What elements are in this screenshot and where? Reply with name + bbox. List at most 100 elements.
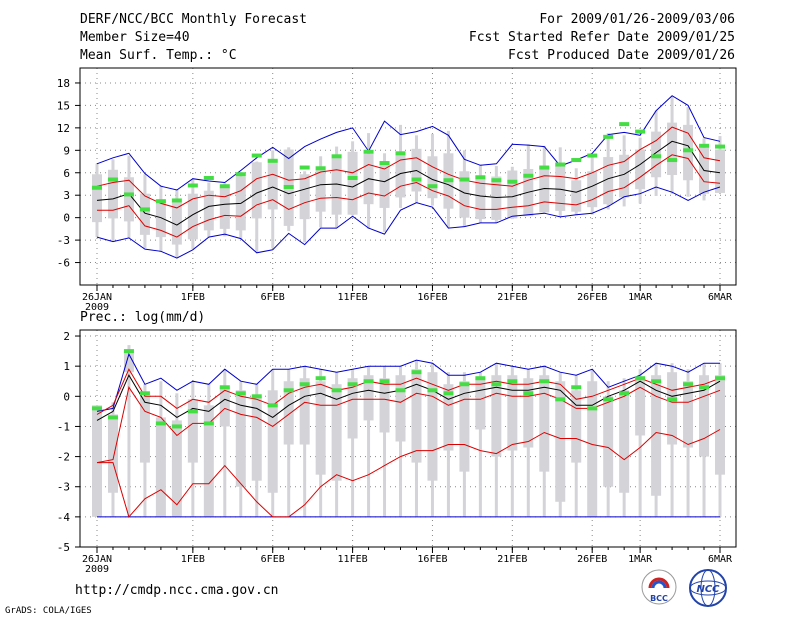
prec-plot-frame [79, 329, 737, 548]
prec-box [651, 375, 662, 496]
prec-whisker [223, 369, 227, 517]
temp-box [219, 187, 230, 229]
temp-y-tick-label: -3 [57, 234, 70, 247]
temp-median-mark [155, 199, 166, 204]
prec-x-tick-label: 1MAR [628, 554, 653, 565]
prec-box [299, 378, 310, 445]
temp-median-mark [523, 173, 534, 178]
temp-median-mark [459, 177, 470, 182]
prec-median-mark [347, 382, 358, 387]
temp-x-tick-year: 2009 [85, 302, 109, 313]
prec-median-mark [491, 382, 502, 387]
prec-median-mark [171, 424, 182, 429]
prec-y-tick-label: 2 [63, 330, 70, 343]
temp-median-mark [411, 177, 422, 182]
temp-median-mark [603, 134, 614, 139]
temp-median-mark [395, 151, 406, 156]
temp-median-mark [92, 185, 102, 190]
temp-box [539, 166, 550, 213]
prec-median-mark [155, 421, 166, 426]
prec-y-tick-label: -5 [57, 541, 70, 554]
temp-median-mark [203, 175, 214, 180]
prec-box [411, 369, 422, 463]
temp-median-mark [235, 172, 246, 177]
prec-median-mark [603, 397, 614, 402]
prec-median-mark [379, 379, 390, 384]
prec-box [139, 396, 150, 463]
prec-box [395, 375, 406, 442]
prec-box [347, 378, 358, 439]
temp-box [475, 175, 486, 220]
temp-median-mark [123, 192, 134, 197]
prec-median-mark [683, 382, 694, 387]
temp-box [331, 157, 342, 215]
bcc-logo-text: BCC [650, 594, 668, 603]
prec-median-mark [523, 391, 534, 396]
prec-median-mark [571, 385, 582, 390]
temp-median-mark [251, 153, 262, 158]
temp-median-mark [331, 154, 342, 159]
temp-x-tick-label: 6FEB [261, 292, 285, 303]
variable-label: Mean Surf. Temp.: °C [80, 48, 237, 63]
prec-box [699, 375, 710, 457]
temp-median-mark [187, 183, 198, 188]
prec-median-mark [427, 388, 438, 393]
prec-whisker [383, 366, 387, 517]
prec-x-tick-label: 21FEB [497, 554, 527, 565]
temp-box [427, 156, 438, 199]
prec-x-tick-label: 26JAN [82, 554, 112, 565]
prec-median-mark [555, 397, 566, 402]
temp-y-tick-label: 18 [57, 77, 70, 90]
prec-x-tick-label: 11FEB [338, 554, 368, 565]
temp-box [395, 153, 406, 198]
prec-x-tick-label: 16FEB [417, 554, 447, 565]
temp-x-tick-label: 21FEB [497, 292, 527, 303]
bcc-logo-icon: BCC [640, 568, 678, 606]
prec-box [635, 378, 646, 436]
temp-box [267, 160, 278, 210]
prec-box [539, 375, 550, 472]
temp-median-mark [539, 165, 550, 170]
temp-median-mark [315, 166, 326, 171]
temp-x-tick-label: 6MAR [708, 292, 733, 303]
prec-box [123, 351, 134, 373]
temp-median-mark [283, 184, 294, 189]
prec-median-mark [315, 376, 326, 381]
prec-y-tick-label: -1 [57, 420, 70, 433]
temp-box [603, 157, 614, 205]
temp-y-tick-label: -6 [57, 257, 70, 270]
temp-box [347, 151, 358, 215]
prec-median-mark [635, 376, 646, 381]
temp-box [619, 154, 630, 198]
prec-median-mark [619, 391, 630, 396]
prec-median-mark [667, 397, 678, 402]
prec-box [219, 387, 230, 427]
temp-box [555, 166, 566, 211]
temp-box [683, 124, 694, 181]
temp-median-mark [107, 177, 118, 182]
temp-box [171, 201, 182, 245]
temp-median-mark [683, 148, 694, 153]
source-url[interactable]: http://cmdp.ncc.cma.gov.cn [75, 583, 279, 598]
temp-median-mark [363, 149, 374, 154]
temp-mean-line [96, 140, 721, 226]
temp-median-mark [491, 178, 502, 183]
prec-whisker [367, 366, 371, 517]
prec-whisker [478, 372, 482, 517]
temp-x-tick-label: 1MAR [628, 292, 653, 303]
prec-whisker [638, 369, 642, 517]
temp-median-mark [427, 184, 438, 189]
temp-min-line [96, 186, 721, 259]
prec-median-mark [92, 406, 102, 411]
temp-box [187, 193, 198, 240]
prec-box [235, 390, 246, 487]
prec-median-mark [331, 388, 342, 393]
temp-y-tick-label: 9 [63, 144, 70, 157]
temp-median-mark [139, 207, 150, 212]
prec-x-tick-label: 6FEB [261, 554, 285, 565]
prec-box [507, 375, 518, 451]
prec-box [379, 378, 390, 433]
prec-y-tick-label: 1 [63, 360, 70, 373]
temp-x-tick-label: 26JAN [82, 292, 112, 303]
